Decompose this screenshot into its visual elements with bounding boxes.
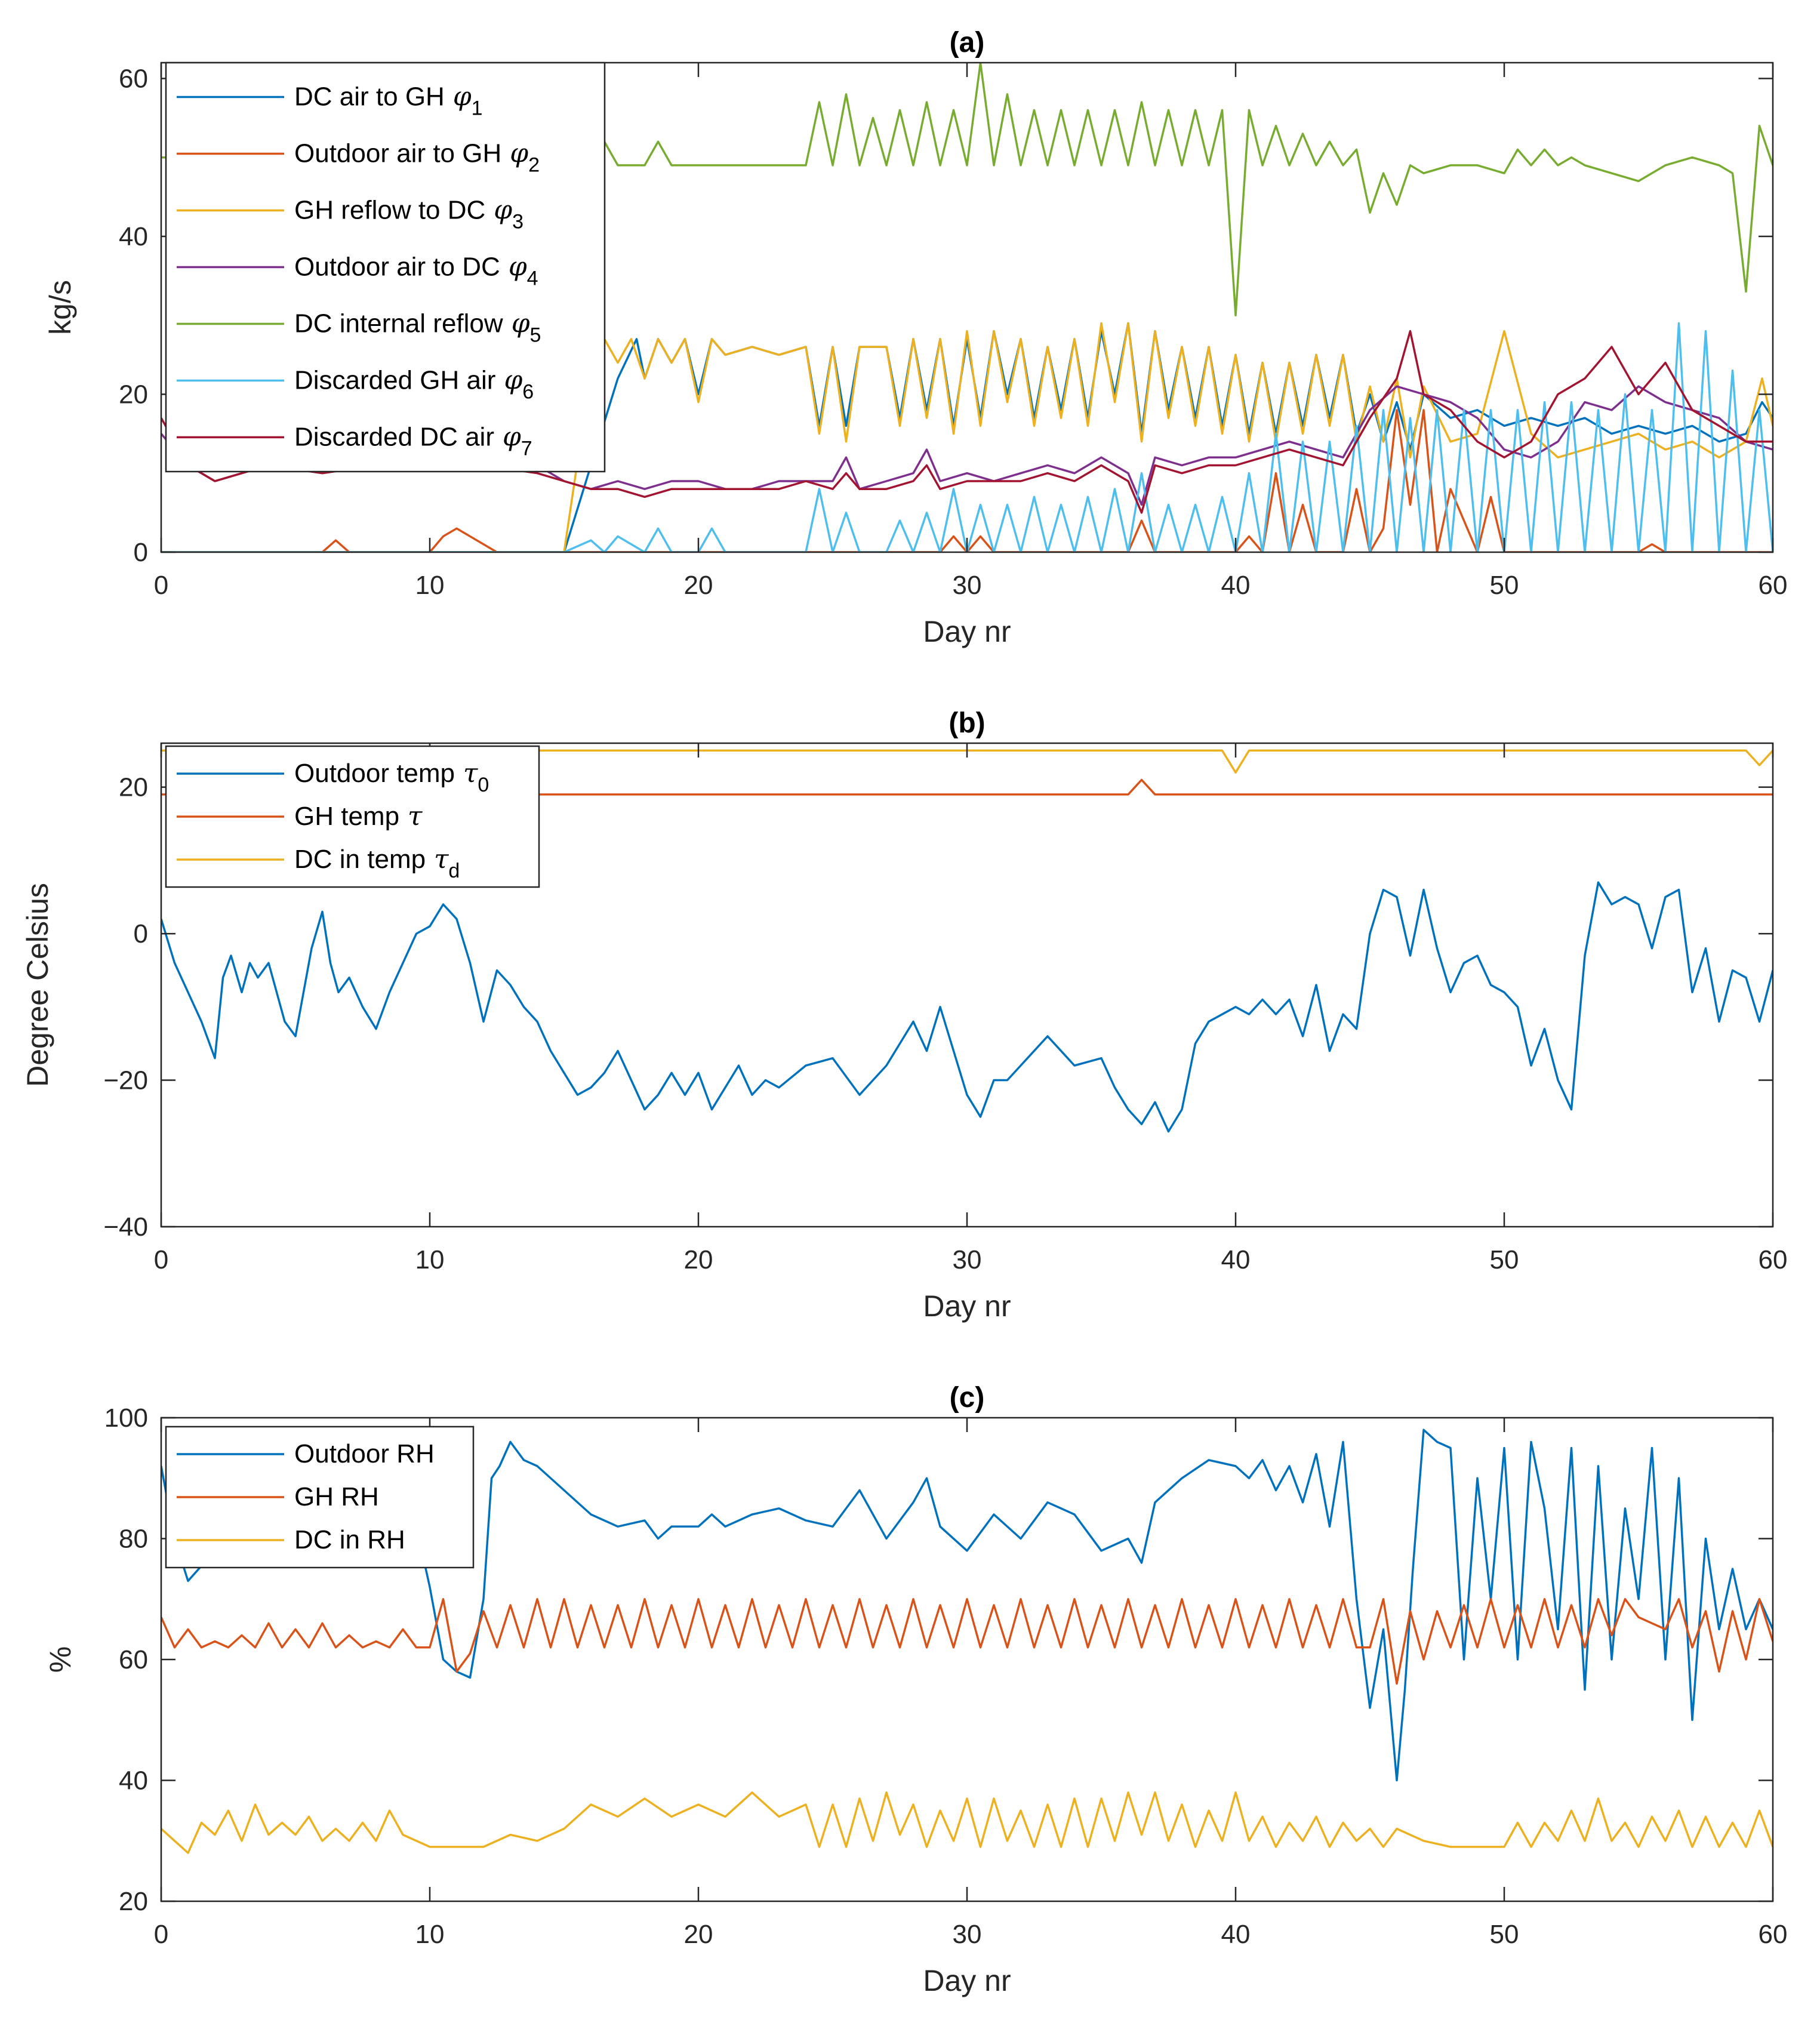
y-tick-label: −40 [103,1212,148,1242]
x-tick-label: 20 [684,571,713,600]
series-group [161,749,1773,1133]
x-axis-label: Day nr [923,1964,1011,1997]
series-line-dc-in-rh [161,1791,1773,1854]
subplot-title: (b) [949,707,985,739]
y-tick-label: 20 [119,773,148,802]
y-tick-label: −20 [103,1066,148,1095]
legend-entry: DC air to GH φ1 [294,82,483,120]
y-tick-label: 0 [134,919,148,949]
y-axis-label: % [44,1646,77,1673]
x-tick-label: 60 [1759,1920,1788,1949]
legend-entry: Outdoor temp τ0 [294,758,489,796]
x-tick-label: 30 [953,571,982,600]
y-tick-label: 0 [134,538,148,567]
legend-entry: DC in temp τd [294,844,460,882]
x-tick-label: 30 [953,1245,982,1274]
series-line-outdoor-temp [161,881,1773,1133]
legend: DC air to GH φ1 Outdoor air to GH φ2 GH refl… [165,61,606,473]
x-tick-label: 50 [1490,1245,1519,1274]
subplot-c: 0 10 20 30 40 50 60 20 40 60 80 100 (c) Day nr% Outdoo… [44,1382,1787,1997]
legend: Outdoor RH GH RH DC in RH [165,1425,475,1569]
x-tick-label: 60 [1759,1245,1788,1274]
x-tick-label: 10 [415,571,445,600]
series-line-discarded-gh-air [161,322,1773,552]
y-tick-label: 40 [119,1766,148,1796]
y-tick-label: 100 [104,1403,148,1433]
series-line-dc-in-temp [161,749,1773,774]
series-line-outdoor-air-to-gh [161,409,1773,552]
subplot-title: (a) [950,27,985,59]
series-line-gh-rh [161,1598,1773,1685]
x-tick-label: 0 [154,1245,168,1274]
y-tick-label: 60 [119,1645,148,1674]
x-tick-label: 40 [1221,1245,1251,1274]
subplot-b: 0 10 20 30 40 50 60 −40 −20 0 20 (b) Day nr Degree Ce… [21,707,1787,1323]
x-tick-label: 50 [1490,1920,1519,1949]
legend-entry: Outdoor air to DC φ4 [294,252,538,290]
series-line-outdoor-rh [161,1428,1773,1782]
subplot-a: 0 10 20 30 40 50 60 0 20 40 60 (a) Day nr kg/s DC air … [44,27,1787,648]
x-axis-label: Day nr [923,615,1011,648]
x-tick-label: 50 [1490,571,1519,600]
series-line-dc-internal-reflow [161,63,1773,316]
y-axis-label: kg/s [44,280,77,335]
x-tick-label: 20 [684,1245,713,1274]
y-tick-label: 80 [119,1525,148,1554]
x-tick-label: 40 [1221,1920,1251,1949]
x-tick-label: 0 [154,571,168,600]
x-tick-label: 20 [684,1920,713,1949]
y-tick-label: 60 [119,64,148,93]
y-tick-label: 20 [119,1887,148,1916]
x-tick-label: 10 [415,1920,445,1949]
series-group [161,1428,1773,1854]
legend-entry: DC internal reflow φ5 [294,309,541,347]
legend-entry: GH reflow to DC φ3 [294,195,523,233]
y-tick-label: 40 [119,222,148,251]
legend-entry: Discarded DC air φ7 [294,422,532,460]
legend-entry: GH RH [294,1482,379,1511]
legend-entry: Outdoor air to GH φ2 [294,138,540,177]
legend: Outdoor temp τ0 GH temp τ DC in temp τd [165,745,540,888]
x-tick-label: 10 [415,1245,445,1274]
x-axis-label: Day nr [923,1289,1011,1323]
x-tick-label: 30 [953,1920,982,1949]
series-line-gh-reflow-to-dc [161,322,1773,552]
series-group [161,63,1773,552]
series-line-gh-temp [161,778,1773,796]
x-tick-label: 0 [154,1920,168,1949]
y-tick-label: 20 [119,380,148,409]
series-line-discarded-dc-air [161,330,1773,514]
legend-entry: DC in RH [294,1525,405,1554]
x-tick-label: 60 [1759,571,1788,600]
subplot-title: (c) [950,1382,985,1414]
y-axis-label: Degree Celsius [21,883,54,1087]
legend-entry: Discarded GH air φ6 [294,365,534,404]
x-tick-label: 40 [1221,571,1251,600]
legend-entry: Outdoor RH [294,1439,435,1468]
legend-entry: GH temp τ [294,801,423,832]
